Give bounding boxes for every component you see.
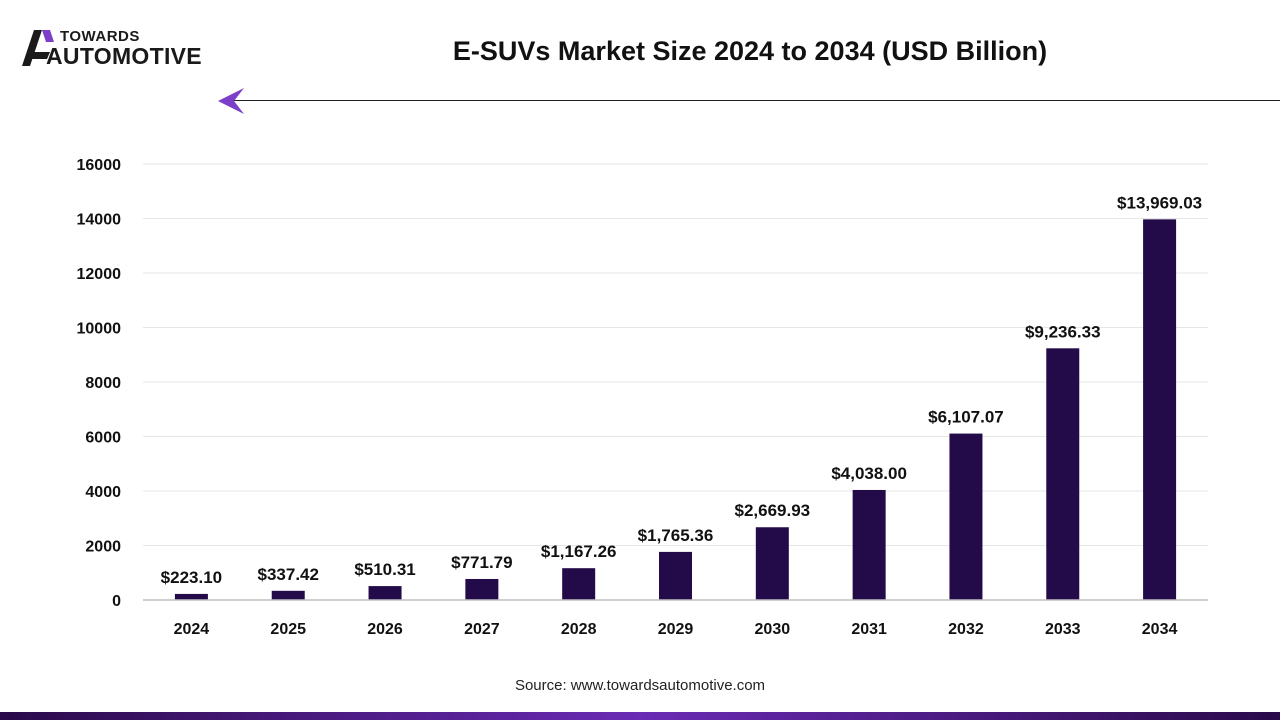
bar [1046, 348, 1080, 600]
y-tick-label: 16000 [77, 157, 122, 174]
data-label: $4,038.00 [831, 464, 907, 483]
x-tick-label: 2033 [1045, 621, 1081, 638]
y-tick-label: 14000 [77, 212, 122, 229]
data-label: $2,669.93 [734, 501, 810, 520]
bar [271, 590, 305, 600]
x-tick-label: 2034 [1142, 621, 1178, 638]
source-note: Source: www.towardsautomotive.com [514, 677, 766, 694]
value-labels: $223.10 $337.42 $510.31 $771.79 $1,167.26 $1,… [161, 193, 1202, 587]
bar [1143, 219, 1177, 600]
x-tick-label: 2026 [367, 621, 403, 638]
x-tick-label: 2024 [174, 621, 210, 638]
y-axis: 0 2000 4000 6000 8000 10000 12000 14000 16000 [77, 157, 122, 610]
x-tick-label: 2027 [464, 621, 500, 638]
x-tick-label: 2029 [658, 621, 694, 638]
y-tick-label: 12000 [77, 266, 122, 283]
y-tick-label: 10000 [77, 321, 122, 338]
x-tick-label: 2032 [948, 621, 984, 638]
bar [755, 527, 789, 600]
bars [174, 219, 1177, 600]
y-tick-label: 0 [112, 593, 121, 610]
data-label: $1,167.26 [541, 542, 617, 561]
bar [852, 489, 886, 600]
footer-bar [0, 712, 1280, 720]
data-label: $223.10 [161, 568, 222, 587]
brand-logo: TOWARDS AUTOMOTIVE [20, 26, 230, 74]
data-label: $771.79 [451, 553, 512, 572]
logo-mark-icon [22, 30, 54, 66]
data-label: $1,765.36 [638, 526, 714, 545]
grid-lines [143, 163, 1208, 546]
bar [368, 586, 402, 600]
header-divider [234, 100, 1280, 101]
bar [465, 578, 499, 600]
bar [174, 593, 208, 600]
chart-title: E-SUVs Market Size 2024 to 2034 (USD Bil… [452, 36, 1048, 66]
bar [949, 433, 983, 600]
data-label: $6,107.07 [928, 408, 1004, 427]
x-tick-label: 2031 [851, 621, 887, 638]
y-tick-label: 4000 [85, 484, 121, 501]
logo-text-top: TOWARDS [60, 28, 140, 45]
bar [659, 551, 692, 600]
x-tick-label: 2030 [755, 621, 791, 638]
bar [562, 568, 596, 600]
x-tick-label: 2028 [561, 621, 597, 638]
x-axis: 2024 2025 2026 2027 2028 2029 2030 2031 2032 2033… [143, 599, 1208, 638]
x-tick-label: 2025 [270, 621, 306, 638]
data-label: $510.31 [354, 560, 415, 579]
left-arrow-icon [218, 88, 244, 114]
logo-text-bottom: AUTOMOTIVE [46, 43, 202, 69]
data-label: $337.42 [258, 565, 319, 584]
y-tick-label: 2000 [85, 539, 121, 556]
y-tick-label: 8000 [85, 375, 121, 392]
data-label: $9,236.33 [1025, 322, 1101, 341]
y-tick-label: 6000 [85, 430, 121, 447]
data-label: $13,969.03 [1117, 193, 1202, 212]
